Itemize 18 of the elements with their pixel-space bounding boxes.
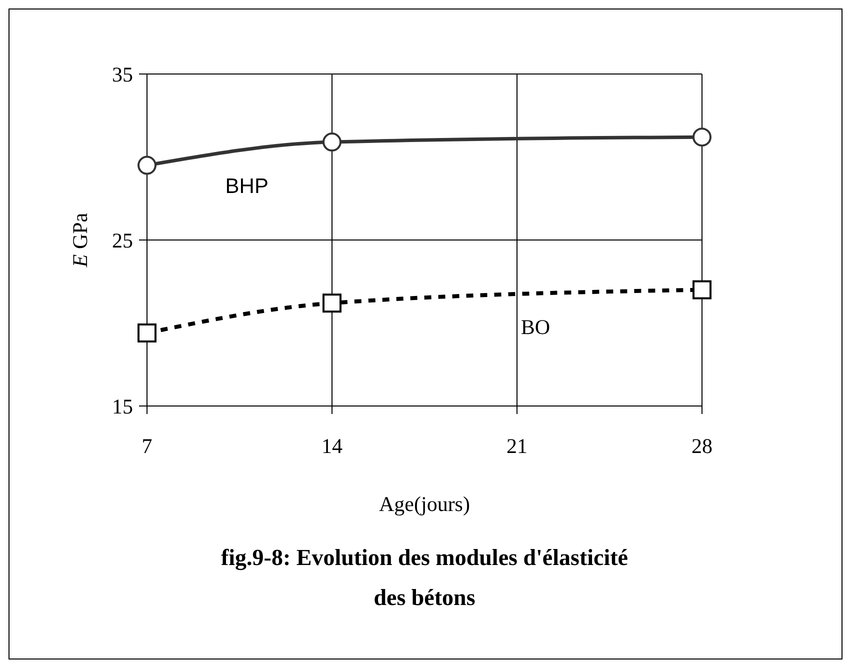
x-tick-label: 28 <box>692 434 712 458</box>
x-axis-title: Age(jours) <box>379 492 470 516</box>
series-label: BO <box>520 314 550 339</box>
point <box>322 132 342 152</box>
point <box>692 128 712 147</box>
y-tick-label: 25 <box>112 228 133 252</box>
point <box>322 294 342 313</box>
x-tick-label: 14 <box>322 434 343 458</box>
series-label: BHP <box>225 174 268 198</box>
point <box>138 156 156 175</box>
y-axis-title: E GPa <box>68 212 92 268</box>
x-tick-label: 7 <box>142 434 152 458</box>
text: fig.9-8: Evolution des modules d'élasticité des bétons <box>221 545 628 610</box>
y-tick-label: 15 <box>112 394 133 418</box>
x-tick-label: 21 <box>506 434 528 458</box>
point <box>138 323 156 342</box>
y-tick-label: 35 <box>112 62 133 86</box>
point <box>692 280 712 300</box>
